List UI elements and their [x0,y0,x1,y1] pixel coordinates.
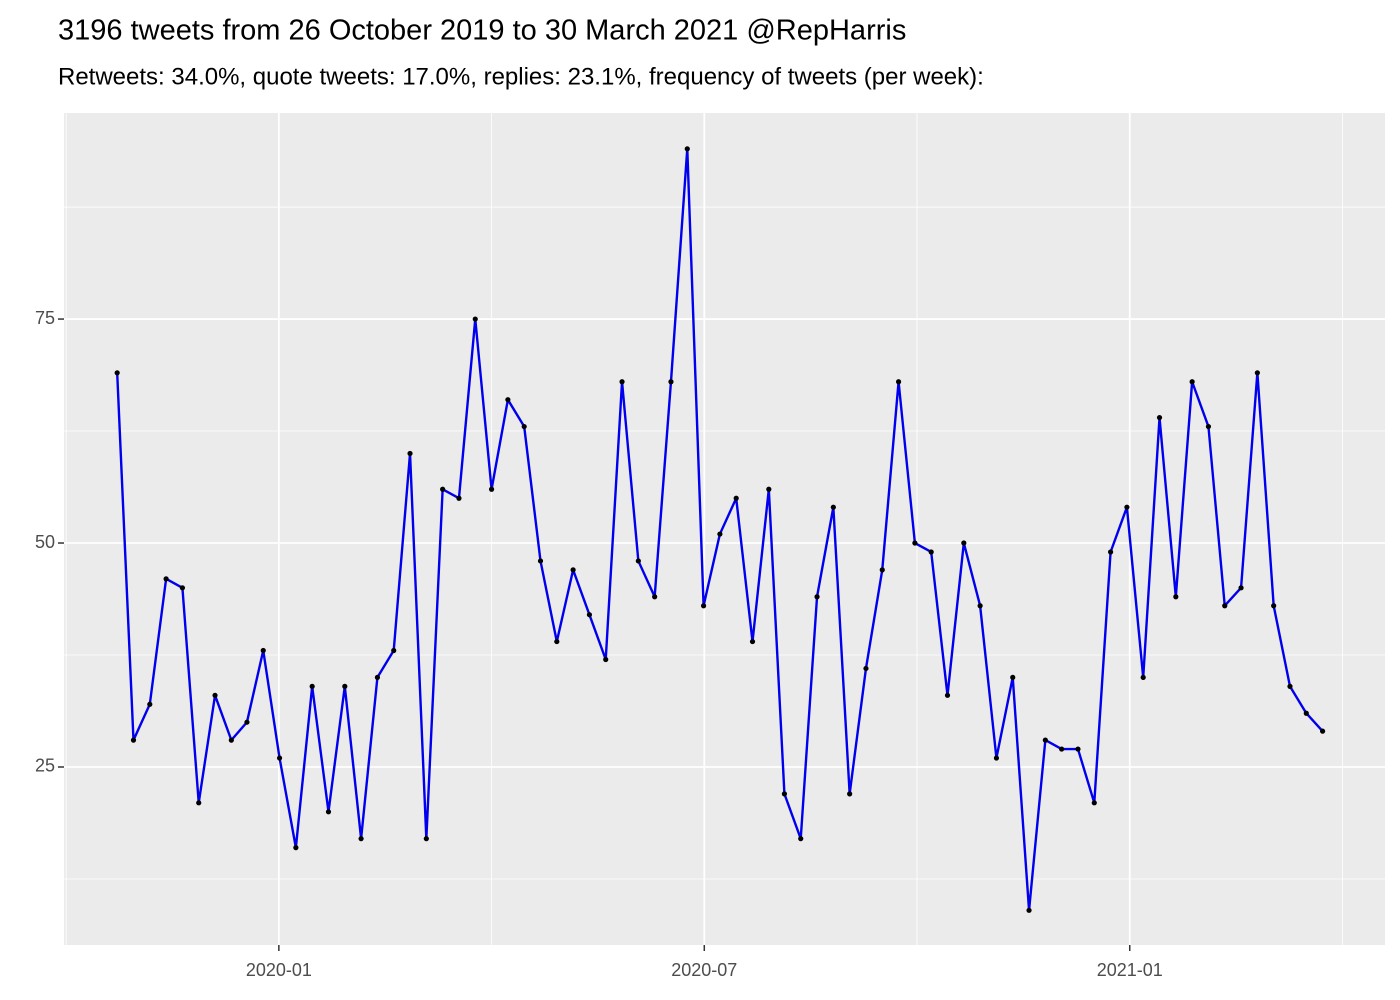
data-point [586,612,593,618]
data-point [781,791,788,797]
data-point [570,567,576,573]
data-point [130,737,137,743]
data-point [619,379,625,385]
data-point [603,656,609,663]
data-point [895,379,902,385]
data-point [456,495,462,501]
data-point [488,486,495,492]
data-point [342,683,348,689]
x-tick-label: 2020-01 [246,960,312,980]
data-point [1091,800,1097,806]
data-point [814,594,820,600]
data-point [276,755,283,761]
data-point [993,755,1000,761]
data-point [114,370,120,376]
data-point [472,316,478,322]
data-point [912,540,918,546]
data-point [407,450,413,457]
chart-subtitle: Retweets: 34.0%, quote tweets: 17.0%, re… [58,63,984,90]
x-tick-label: 2020-07 [671,960,737,980]
data-point [700,603,707,609]
data-point [1303,710,1309,716]
data-point [1320,728,1326,734]
data-point [1042,737,1048,743]
data-point [147,701,153,707]
data-point [521,423,527,430]
data-point [1254,370,1260,376]
data-point [440,486,446,492]
data-point [1059,746,1065,752]
data-point [847,791,853,797]
data-point [863,665,869,672]
data-point [1010,674,1016,681]
data-point [537,558,544,564]
data-point [668,379,674,385]
data-point [961,540,967,546]
data-point [1075,746,1081,752]
chart-title: 3196 tweets from 26 October 2019 to 30 M… [58,15,906,47]
data-point [423,836,429,842]
data-point [358,836,364,842]
data-point [879,567,885,573]
data-point [293,845,299,851]
data-point [635,558,641,564]
data-point [391,647,397,654]
data-point [1124,504,1130,510]
data-point [1140,674,1146,681]
data-point [652,594,658,600]
data-point [944,692,951,698]
data-point [830,504,836,510]
y-tick-label: 25 [35,756,55,776]
data-point [244,719,250,725]
data-point [1287,683,1293,689]
data-point [260,647,266,654]
data-point [554,638,560,645]
data-point [212,692,218,698]
data-point [1238,585,1244,591]
data-point [1173,594,1179,600]
data-point [1222,603,1228,609]
data-point [717,531,723,537]
data-point [733,495,739,501]
data-point [325,809,332,815]
data-point [1107,549,1114,555]
x-tick-label: 2021-01 [1097,960,1163,980]
data-point [1189,379,1195,385]
data-point [309,683,315,689]
y-tick-label: 50 [35,532,55,552]
data-point [798,836,804,842]
data-point [684,146,690,152]
data-point [163,576,169,582]
data-point [374,674,381,681]
data-point [196,800,202,806]
data-point [766,486,772,492]
data-point [749,638,756,645]
y-tick-label: 75 [35,308,55,328]
data-point [505,397,511,403]
plot-panel [64,113,1385,945]
data-point [1271,603,1277,609]
data-point [1026,907,1032,913]
data-point [228,737,234,743]
data-point [1205,423,1212,430]
data-point [1156,414,1163,421]
data-point [928,549,934,555]
data-point [179,585,186,591]
data-point [977,603,983,609]
